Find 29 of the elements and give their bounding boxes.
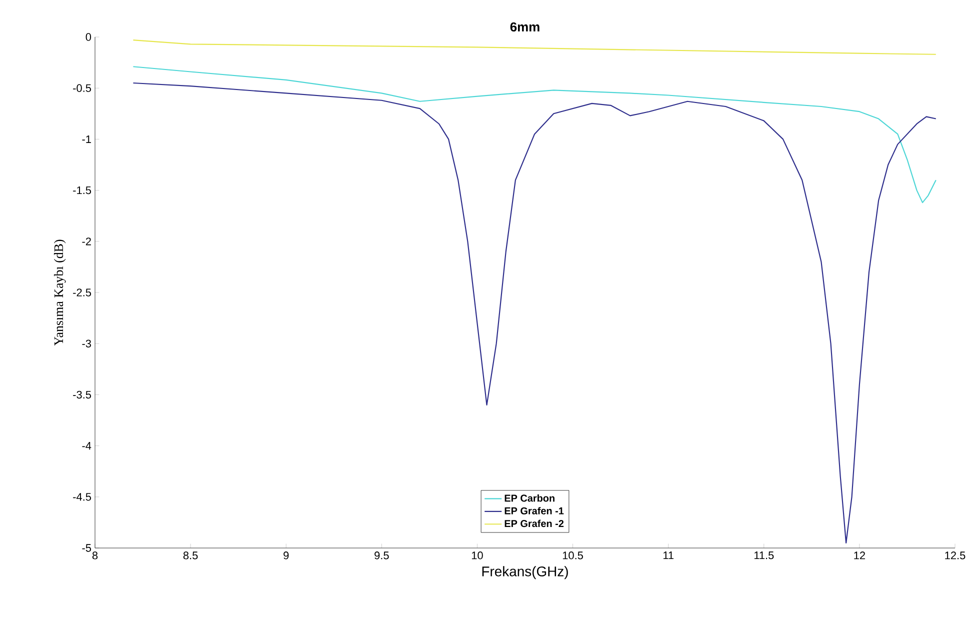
y-tick-label: -2.5: [73, 288, 92, 296]
y-tick-label: 0: [86, 33, 92, 41]
chart-title: 6mm: [510, 22, 540, 32]
x-tick-label: 11: [663, 552, 674, 560]
y-tick-label: -3.5: [73, 390, 92, 399]
y-tick-label: -2: [82, 238, 91, 246]
line-series: [132, 66, 936, 204]
y-tick-label: -1.5: [73, 186, 92, 194]
legend-label: EP Grafen -2: [504, 520, 564, 528]
x-tick-label: 12: [854, 552, 865, 560]
legend-label: EP Grafen -1: [504, 507, 564, 514]
x-tick-label: 8.5: [183, 552, 198, 560]
x-tick-label: 10.5: [562, 552, 583, 560]
x-tick-label: 12.5: [945, 552, 966, 560]
y-tick-label: -5: [82, 544, 92, 552]
y-tick-label: -1: [82, 135, 91, 143]
y-axis-title: Yansıma Kaybı (dB): [54, 240, 66, 346]
y-tick-label: -4: [82, 442, 92, 450]
x-tick-label: 9.5: [374, 552, 389, 560]
y-tick-label: -4.5: [73, 493, 92, 501]
x-tick-label: 11.5: [754, 552, 774, 560]
y-tick-label: -0.5: [73, 84, 92, 92]
x-axis-title: Frekans(GHz): [482, 566, 568, 580]
x-tick-label: 8: [92, 552, 98, 560]
x-tick-label: 10: [472, 552, 483, 560]
y-tick-label: -3: [82, 340, 91, 348]
legend-label: EP Carbon: [504, 494, 554, 502]
x-tick-label: 9: [284, 552, 289, 560]
line-series: [132, 82, 936, 544]
